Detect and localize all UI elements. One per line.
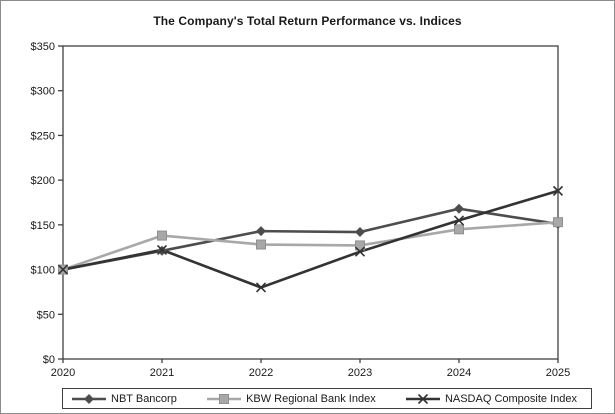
y-tick-label: $150 — [31, 220, 55, 232]
x-tick-label: 2021 — [150, 367, 174, 379]
diamond-marker-icon — [72, 393, 106, 404]
x-tick-label: 2022 — [249, 367, 273, 379]
x-tick-label: 2020 — [51, 367, 75, 379]
chart-title: The Company's Total Return Performance v… — [153, 14, 462, 28]
x-tick-label: 2024 — [447, 367, 471, 379]
square-marker — [157, 230, 167, 241]
x-marker — [354, 246, 366, 257]
y-tick-label: $250 — [31, 130, 55, 142]
legend-item-nasdaq-composite-index: NASDAQ Composite Index — [405, 393, 577, 405]
x-marker — [552, 185, 564, 196]
y-tick-label: $100 — [31, 265, 55, 277]
legend-label: KBW Regional Bank Index — [246, 392, 376, 405]
y-tick-label: $50 — [37, 309, 55, 321]
legend-item-kbw-regional-bank-index: KBW Regional Bank Index — [206, 393, 376, 405]
y-tick-label: $200 — [31, 175, 55, 187]
x-marker — [57, 264, 69, 275]
x-marker — [453, 215, 465, 226]
diamond-marker — [256, 226, 266, 237]
series-line-diamond — [62, 207, 559, 271]
square-marker — [256, 239, 266, 250]
y-tick-label: $350 — [31, 41, 55, 53]
x-tick-label: 2025 — [546, 367, 570, 379]
x-tick-label: 2023 — [348, 367, 372, 379]
x-marker — [255, 282, 267, 293]
legend-label: NBT Bancorp — [111, 392, 177, 405]
plot-frame — [62, 45, 559, 360]
diamond-marker — [355, 227, 365, 238]
series-line-square — [62, 220, 559, 271]
y-tick-label: $300 — [31, 86, 55, 98]
legend-item-nbt-bancorp: NBT Bancorp — [71, 393, 177, 405]
legend: NBT Bancorp KBW Regional Bank Index NASD… — [62, 388, 592, 409]
y-tick-label: $0 — [43, 354, 55, 366]
square-marker — [355, 240, 365, 251]
square-marker — [553, 217, 563, 228]
square-marker — [454, 224, 464, 235]
legend-label: NASDAQ Composite Index — [444, 392, 577, 405]
x-marker-icon — [405, 393, 440, 404]
x-marker — [156, 244, 168, 255]
series-line-x — [62, 189, 559, 289]
square-marker-icon — [207, 393, 242, 404]
diamond-marker — [454, 203, 464, 214]
